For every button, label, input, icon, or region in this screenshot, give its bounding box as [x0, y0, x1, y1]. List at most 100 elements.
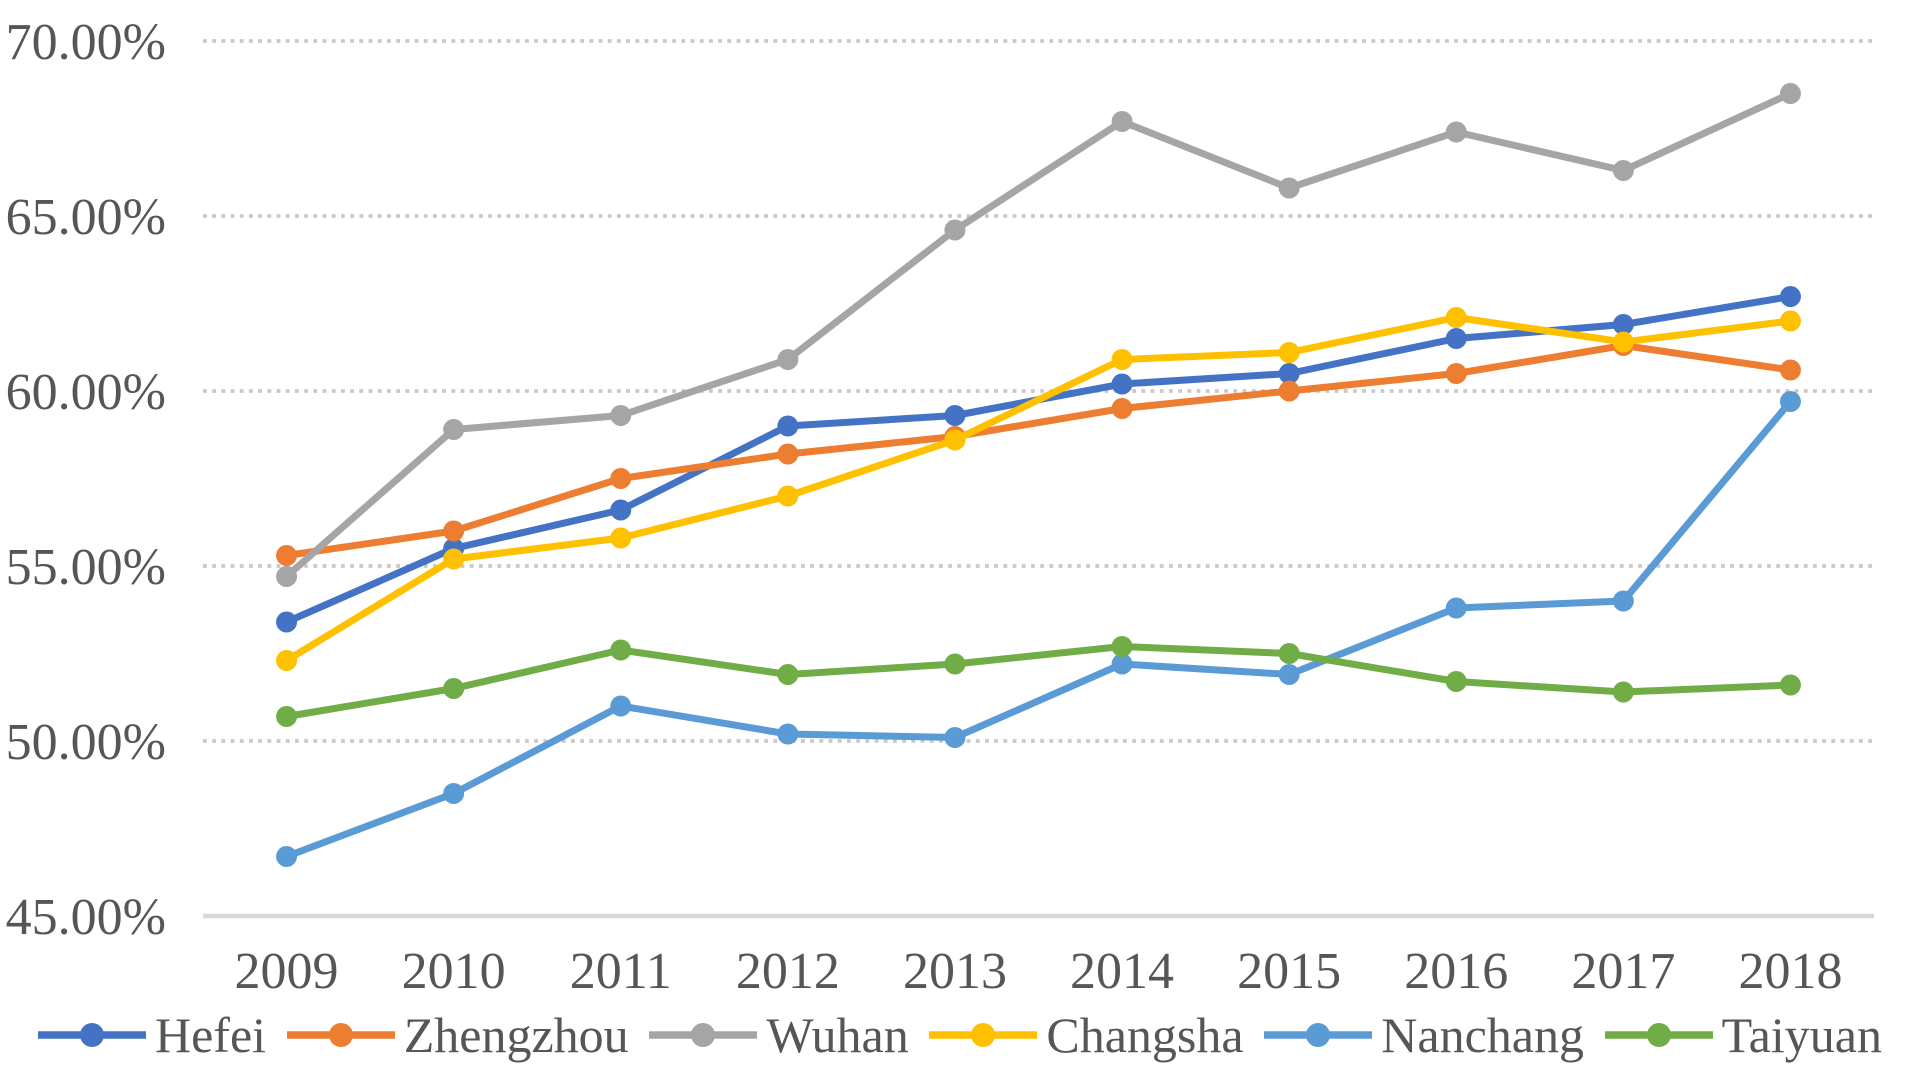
y-axis-tick-label: 45.00%: [6, 889, 166, 946]
legend-marker-taiyuan-icon: [1604, 1023, 1713, 1047]
data-point-zhengzhou-2014: [1111, 398, 1133, 419]
data-point-taiyuan-2017: [1612, 681, 1634, 703]
legend-circle-swatch: [691, 1023, 716, 1047]
data-point-nanchang-2018: [1779, 391, 1801, 412]
data-point-zhengzhou-2012: [777, 443, 799, 465]
data-point-wuhan-2012: [777, 349, 799, 370]
series-zhengzhou: [276, 335, 1801, 566]
series-nanchang: [276, 391, 1801, 867]
series-changsha: [276, 307, 1801, 671]
data-point-hefei-2013: [944, 405, 966, 426]
data-point-hefei-2012: [777, 415, 799, 437]
legend-marker-changsha-icon: [929, 1023, 1038, 1047]
legend-marker-hefei-icon: [38, 1023, 146, 1047]
data-point-zhengzhou-2016: [1445, 363, 1467, 384]
data-point-wuhan-2018: [1779, 83, 1801, 104]
y-axis-tick-label: 60.00%: [6, 364, 166, 421]
legend-circle-swatch: [1306, 1023, 1331, 1047]
data-point-nanchang-2011: [610, 695, 632, 717]
legend-circle-swatch: [80, 1023, 104, 1047]
series-line-wuhan: [283, 90, 1794, 580]
legend-label: Taiyuan: [1721, 1007, 1882, 1063]
data-point-hefei-2009: [276, 611, 298, 633]
data-point-wuhan-2014: [1111, 111, 1133, 132]
legend-item-nanchang: Nanchang: [1262, 1010, 1584, 1060]
data-point-changsha-2010: [443, 548, 465, 570]
legend-circle-swatch: [1646, 1023, 1671, 1047]
data-point-taiyuan-2013: [944, 653, 966, 675]
legend-label: Hefei: [155, 1007, 267, 1063]
data-point-zhengzhou-2015: [1278, 380, 1300, 402]
legend-item-taiyuan: Taiyuan: [1603, 1010, 1882, 1060]
data-point-wuhan-2010: [443, 419, 465, 440]
legend-marker-wuhan-icon: [649, 1023, 758, 1047]
data-point-taiyuan-2014: [1111, 636, 1133, 657]
y-axis-tick-label: 50.00%: [6, 714, 166, 771]
data-point-nanchang-2017: [1612, 590, 1634, 612]
data-point-changsha-2017: [1612, 331, 1634, 353]
legend-label: Changsha: [1046, 1007, 1244, 1063]
data-point-zhengzhou-2011: [610, 468, 632, 489]
legend-label: Wuhan: [766, 1007, 909, 1063]
data-point-taiyuan-2018: [1779, 674, 1801, 696]
x-axis-tick-label: 2017: [1571, 943, 1675, 1000]
y-axis-tick-label: 65.00%: [6, 189, 166, 246]
legend-marker-nanchang-icon: [1264, 1023, 1373, 1047]
data-point-hefei-2018: [1779, 286, 1801, 307]
series-wuhan: [276, 83, 1801, 587]
data-point-changsha-2009: [276, 650, 298, 671]
data-point-zhengzhou-2018: [1779, 359, 1801, 381]
data-point-changsha-2016: [1445, 307, 1467, 328]
data-point-hefei-2015: [1278, 363, 1300, 384]
data-point-wuhan-2011: [610, 405, 632, 426]
data-point-taiyuan-2011: [610, 639, 632, 661]
data-point-wuhan-2017: [1612, 160, 1634, 181]
legend-item-changsha: Changsha: [927, 1007, 1244, 1063]
data-point-changsha-2014: [1111, 349, 1133, 370]
data-point-taiyuan-2016: [1445, 671, 1467, 692]
data-point-nanchang-2016: [1445, 597, 1467, 619]
data-point-wuhan-2016: [1445, 121, 1467, 143]
data-point-zhengzhou-2009: [276, 545, 298, 566]
x-axis-tick-labels: 2009 2010 2011 2012 2013 2014 2015 2016 2017 2018: [235, 943, 1843, 1000]
data-point-taiyuan-2009: [276, 706, 298, 727]
x-axis-tick-label: 2013: [903, 943, 1007, 1000]
data-point-taiyuan-2012: [777, 664, 799, 685]
x-axis-tick-label: 2014: [1070, 943, 1174, 1000]
x-axis-tick-label: 2012: [736, 943, 840, 1000]
data-point-nanchang-2014: [1111, 653, 1133, 675]
gridlines: [203, 39, 1874, 743]
legend-label: Zhengzhou: [403, 1007, 629, 1063]
x-axis-tick-label: 2018: [1738, 943, 1842, 1000]
data-point-taiyuan-2010: [443, 678, 465, 699]
data-point-changsha-2013: [944, 429, 966, 451]
data-point-nanchang-2015: [1278, 664, 1300, 685]
data-point-changsha-2011: [610, 527, 632, 549]
series-line-taiyuan: [283, 643, 1794, 720]
data-point-nanchang-2012: [777, 723, 799, 745]
legend-circle-swatch: [971, 1023, 996, 1047]
series-taiyuan: [276, 636, 1801, 727]
data-point-changsha-2015: [1278, 342, 1300, 363]
legend-item-zhengzhou: Zhengzhou: [285, 1010, 629, 1060]
data-point-hefei-2017: [1612, 314, 1634, 335]
legend-label: Nanchang: [1381, 1007, 1584, 1063]
data-point-changsha-2018: [1779, 310, 1801, 332]
series-line-zhengzhou: [283, 342, 1794, 559]
y-axis-tick-labels: 45.00% 50.00% 55.00% 60.00% 65.00% 70.00%: [6, 14, 166, 946]
series-line-nanchang: [283, 398, 1794, 860]
data-point-nanchang-2009: [276, 846, 298, 867]
data-point-hefei-2011: [610, 499, 632, 521]
x-axis-tick-label: 2016: [1404, 943, 1508, 1000]
data-point-wuhan-2013: [944, 219, 966, 241]
x-axis-tick-label: 2010: [402, 943, 506, 1000]
data-point-taiyuan-2015: [1278, 643, 1300, 664]
x-axis-tick-label: 2009: [235, 943, 339, 1000]
data-point-changsha-2012: [777, 485, 799, 507]
x-axis-tick-label: 2015: [1237, 943, 1341, 1000]
data-point-wuhan-2015: [1278, 177, 1300, 199]
data-point-nanchang-2013: [944, 727, 966, 748]
legend-marker-zhengzhou-icon: [286, 1023, 395, 1047]
